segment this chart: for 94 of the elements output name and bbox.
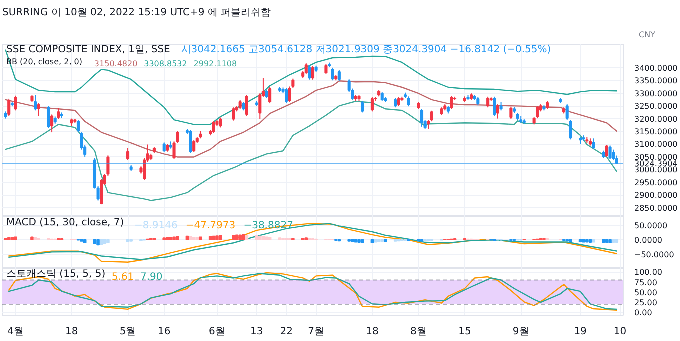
y-tick-label: 3024.3904 [634, 159, 678, 168]
candlestick [486, 96, 490, 108]
candlestick [370, 96, 374, 112]
text: SURRING 이 10월 02, 2022 15:19 UTC+9 에 퍼블리쉬함 [2, 8, 272, 18]
x-tick-label: 13 [250, 326, 264, 338]
series-label: 7.90 [140, 272, 163, 283]
y-tick-label: 100.00 [634, 268, 662, 278]
x-tick-label: 10 [614, 326, 627, 338]
text: 5.61 [112, 272, 134, 283]
x-tick-label: 15 [458, 326, 472, 338]
series-label: −47.7973 [186, 220, 236, 232]
candlestick [308, 64, 312, 80]
text: 2992.1108 [194, 60, 238, 69]
candlestick [450, 96, 454, 110]
candlestick [232, 107, 236, 122]
candlestick [496, 104, 500, 120]
candlestick [605, 144, 609, 158]
x-tick-label: 18 [366, 326, 379, 338]
y-tick-label: 2900.0000 [634, 191, 678, 200]
candlestick [285, 88, 288, 104]
y-tick-label: 3000.0000 [634, 166, 678, 175]
candlestick [212, 120, 216, 134]
y-tick-label: 50.00 [634, 288, 658, 298]
chart-title: SSE COMPOSITE INDEX, 1일, SSE [6, 44, 170, 56]
candlestick [57, 108, 60, 120]
x-tick-label: 19 [574, 326, 587, 338]
legend-title: MACD (15, 30, close, 7) [6, 218, 124, 228]
y-tick-label: 3300.0000 [634, 89, 678, 98]
x-tick-label: 18 [66, 326, 78, 338]
candlestick [338, 70, 341, 82]
candlestick [612, 149, 616, 162]
candlestick [47, 106, 50, 129]
x-tick-label: 6월 [209, 326, 226, 338]
candlestick [245, 94, 248, 116]
y-tick-label: 3100.0000 [634, 140, 678, 150]
y-tick-label: 3200.0000 [634, 114, 678, 124]
candlestick [569, 120, 572, 140]
x-tick-label: 8월 [410, 326, 427, 338]
candlestick [34, 94, 38, 112]
candlestick [50, 114, 54, 134]
x-tick-label: 22 [280, 326, 293, 338]
text: 3150.4820 [94, 60, 138, 69]
y-tick-label: 2950.0000 [634, 178, 678, 188]
candlestick [608, 145, 612, 160]
candlestick [304, 63, 308, 76]
line-series [5, 80, 618, 158]
candlestick [510, 106, 513, 120]
candlestick [14, 95, 18, 112]
y-tick-label: 3400.0000 [634, 64, 678, 73]
candlestick [100, 178, 104, 206]
x-tick-label: 16 [158, 326, 171, 338]
y-axis-title: CNY [639, 30, 656, 40]
candlestick [192, 140, 196, 153]
x-tick-label: 9월 [512, 326, 530, 338]
candlestick [162, 142, 166, 153]
candlestick [126, 148, 130, 161]
candlestick [592, 138, 596, 150]
y-tick-label: 50.0000 [634, 221, 668, 230]
text: 3308.8532 [144, 60, 188, 69]
y-tick-label: 3350.0000 [634, 76, 678, 86]
candlestick [268, 87, 272, 104]
candlestick [76, 120, 80, 134]
y-tick-label: 3150.0000 [634, 128, 678, 137]
y-tick-label: 3050.0000 [634, 152, 678, 162]
candlestick [8, 98, 11, 117]
candlestick [493, 96, 496, 116]
x-tick-label: 5월 [120, 326, 136, 338]
line-series [5, 100, 618, 202]
candlestick [311, 66, 315, 80]
x-tick-label: 7월 [308, 326, 324, 338]
y-tick-label: 0.00 [634, 308, 652, 318]
y-tick-label: 25.00 [634, 298, 658, 308]
candlestick [407, 96, 410, 108]
y-tick-label: 75.00 [634, 278, 658, 288]
candlestick [420, 108, 424, 128]
series-label: −8.9146 [134, 220, 178, 232]
chart-subtitle: 시3042.1665 고3054.6128 저3021.9309 종3024.3904 −16.8142 (−0.55%) [181, 44, 552, 56]
series-label: −38.8827 [244, 220, 294, 232]
x-tick-label: 4월 [8, 326, 24, 338]
candlestick [361, 100, 364, 114]
candlestick [536, 106, 540, 120]
y-tick-label: 2850.0000 [634, 204, 678, 213]
candlestick [189, 130, 192, 154]
candlestick [331, 67, 334, 82]
y-tick-label: −50.0000 [634, 250, 674, 260]
candlestick [566, 104, 569, 121]
y-tick-label: 3250.0000 [634, 102, 678, 112]
candlestick [324, 64, 328, 76]
legend-title: 스토캐스틱 (15, 5, 5) [6, 268, 106, 280]
candlestick [394, 98, 398, 108]
candlestick [218, 117, 222, 128]
candlestick [380, 92, 384, 102]
candlestick [37, 103, 40, 117]
y-tick-label: 0.0000 [634, 236, 662, 245]
